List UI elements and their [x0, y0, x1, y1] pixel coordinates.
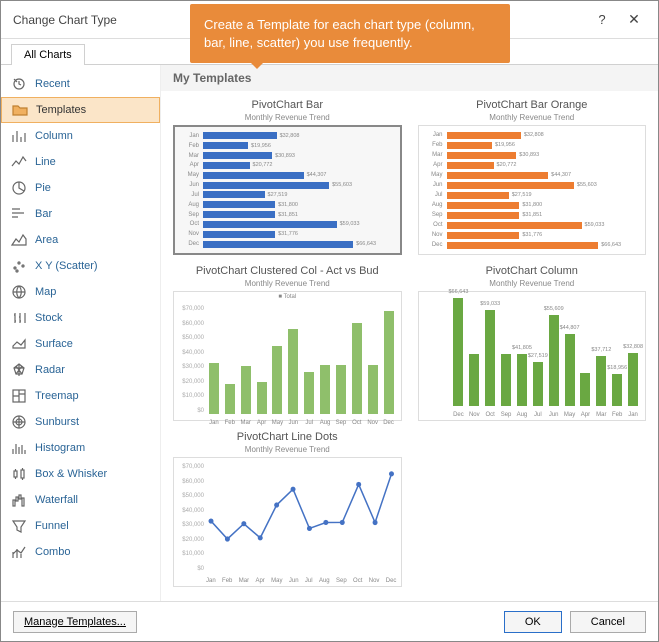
box-icon	[11, 466, 27, 482]
manage-templates-button[interactable]: Manage Templates...	[13, 611, 137, 633]
template-chart: Jan$32,808Feb$19,956Mar$30,893Apr$20,772…	[418, 125, 647, 255]
template-subtitle: Monthly Revenue Trend	[173, 445, 402, 454]
sidebar-item-label: Stock	[35, 312, 63, 324]
template-subtitle: Monthly Revenue Trend	[418, 113, 647, 122]
sidebar-item-label: Line	[35, 156, 56, 168]
waterfall-icon	[11, 492, 27, 508]
bar-icon	[11, 206, 27, 222]
sidebar-item-label: Recent	[35, 78, 70, 90]
sidebar-item-surface[interactable]: Surface	[1, 331, 160, 357]
sidebar-item-bar[interactable]: Bar	[1, 201, 160, 227]
map-icon	[11, 284, 27, 300]
section-title: My Templates	[161, 65, 658, 91]
close-button[interactable]: ✕	[622, 11, 646, 28]
sidebar-item-label: Sunburst	[35, 416, 79, 428]
sidebar-item-label: Combo	[35, 546, 70, 558]
sidebar-item-label: Histogram	[35, 442, 85, 454]
funnel-icon	[11, 518, 27, 534]
combo-icon	[11, 544, 27, 560]
sidebar-item-label: Treemap	[35, 390, 79, 402]
sidebar-item-radar[interactable]: Radar	[1, 357, 160, 383]
templates-icon	[12, 102, 28, 118]
recent-icon	[11, 76, 27, 92]
line-icon	[11, 154, 27, 170]
sidebar-item-stock[interactable]: Stock	[1, 305, 160, 331]
template-pivotchart-bar-orange[interactable]: PivotChart Bar Orange Monthly Revenue Tre…	[418, 99, 647, 255]
surface-icon	[11, 336, 27, 352]
template-title: PivotChart Clustered Col - Act vs Bud	[173, 265, 402, 277]
treemap-icon	[11, 388, 27, 404]
sidebar-item-map[interactable]: Map	[1, 279, 160, 305]
dialog-body: Recent Templates Column Line Pie Bar Area X Y (…	[1, 65, 658, 601]
sidebar-item-pie[interactable]: Pie	[1, 175, 160, 201]
template-pivotchart-clustered-col-act-vs-bud[interactable]: PivotChart Clustered Col - Act vs Bud Mon…	[173, 265, 402, 421]
chart-type-sidebar: Recent Templates Column Line Pie Bar Area X Y (…	[1, 65, 161, 601]
template-subtitle: Monthly Revenue Trend	[173, 279, 402, 288]
sidebar-item-funnel[interactable]: Funnel	[1, 513, 160, 539]
template-subtitle: Monthly Revenue Trend	[418, 279, 647, 288]
template-chart: $0$10,000$20,000$30,000$40,000$50,000$60…	[173, 457, 402, 587]
template-subtitle: Monthly Revenue Trend	[173, 113, 402, 122]
sidebar-item-area[interactable]: Area	[1, 227, 160, 253]
footer: Manage Templates... OK Cancel	[1, 601, 658, 641]
pie-icon	[11, 180, 27, 196]
help-button[interactable]: ?	[590, 12, 614, 27]
template-title: PivotChart Line Dots	[173, 431, 402, 443]
sidebar-item-sunburst[interactable]: Sunburst	[1, 409, 160, 435]
area-icon	[11, 232, 27, 248]
sidebar-item-label: Radar	[35, 364, 65, 376]
tab-all-charts[interactable]: All Charts	[11, 44, 85, 65]
radar-icon	[11, 362, 27, 378]
sidebar-item-label: Templates	[36, 104, 86, 116]
sidebar-item-column[interactable]: Column	[1, 123, 160, 149]
column-icon	[11, 128, 27, 144]
sidebar-item-label: X Y (Scatter)	[35, 260, 98, 272]
main-panel: My Templates PivotChart Bar Monthly Reven…	[161, 65, 658, 601]
template-title: PivotChart Bar	[173, 99, 402, 111]
sidebar-item-histogram[interactable]: Histogram	[1, 435, 160, 461]
sidebar-item-templates[interactable]: Templates	[1, 97, 160, 123]
sidebar-item-waterfall[interactable]: Waterfall	[1, 487, 160, 513]
sidebar-item-label: Waterfall	[35, 494, 78, 506]
sidebar-item-label: Area	[35, 234, 58, 246]
template-chart: $66,643DecNov$59,033OctSep$41,805Aug$27,…	[418, 291, 647, 421]
stock-icon	[11, 310, 27, 326]
sidebar-item-label: Surface	[35, 338, 73, 350]
sidebar-item-label: Funnel	[35, 520, 69, 532]
scatter-icon	[11, 258, 27, 274]
template-chart: ■ Total$0$10,000$20,000$30,000$40,000$50…	[173, 291, 402, 421]
cancel-button[interactable]: Cancel	[570, 611, 646, 633]
change-chart-type-dialog: Change Chart Type ? ✕ All Charts RecentT…	[0, 0, 659, 642]
sidebar-item-label: Pie	[35, 182, 51, 194]
template-pivotchart-bar[interactable]: PivotChart Bar Monthly Revenue Trend Jan$3…	[173, 99, 402, 255]
sidebar-item-label: Column	[35, 130, 73, 142]
sidebar-item-label: Box & Whisker	[35, 468, 107, 480]
histogram-icon	[11, 440, 27, 456]
sidebar-item-label: Bar	[35, 208, 52, 220]
sunburst-icon	[11, 414, 27, 430]
sidebar-item-recent[interactable]: Recent	[1, 71, 160, 97]
template-pivotchart-line-dots[interactable]: PivotChart Line Dots Monthly Revenue Tren…	[173, 431, 402, 587]
tip-callout: Create a Template for each chart type (c…	[190, 4, 510, 63]
sidebar-item-box-whisker[interactable]: Box & Whisker	[1, 461, 160, 487]
template-title: PivotChart Bar Orange	[418, 99, 647, 111]
sidebar-item-combo[interactable]: Combo	[1, 539, 160, 565]
ok-button[interactable]: OK	[504, 611, 562, 633]
sidebar-item-treemap[interactable]: Treemap	[1, 383, 160, 409]
template-chart: Jan$32,808Feb$19,956Mar$30,893Apr$20,772…	[173, 125, 402, 255]
template-pivotchart-column[interactable]: PivotChart Column Monthly Revenue Trend $6…	[418, 265, 647, 421]
sidebar-item-line[interactable]: Line	[1, 149, 160, 175]
templates-grid: PivotChart Bar Monthly Revenue Trend Jan$3…	[161, 91, 658, 601]
sidebar-item-x-y-scatter-[interactable]: X Y (Scatter)	[1, 253, 160, 279]
template-title: PivotChart Column	[418, 265, 647, 277]
sidebar-item-label: Map	[35, 286, 56, 298]
